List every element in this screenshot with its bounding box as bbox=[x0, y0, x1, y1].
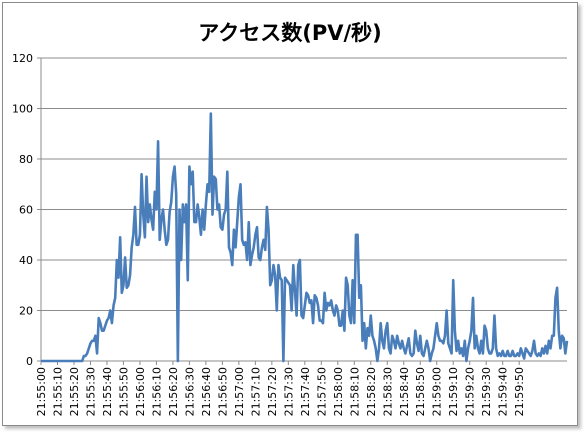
y-tick-label-100: 100 bbox=[12, 103, 33, 116]
y-tick-label-40: 40 bbox=[19, 254, 33, 267]
x-tick-label-15: 21:57:30 bbox=[282, 367, 295, 416]
x-tick-label-9: 21:56:30 bbox=[183, 367, 196, 416]
x-tick-label-19: 21:58:10 bbox=[348, 367, 361, 416]
x-tick-label-28: 21:59:40 bbox=[497, 367, 510, 416]
x-tick-label-18: 21:58:00 bbox=[332, 367, 345, 416]
series-layer bbox=[41, 112, 569, 363]
x-axis-ticks: 21:55:00 21:55:10 21:55:20 21:55:30 21:55:40… bbox=[35, 361, 526, 416]
x-tick-label-24: 21:59:00 bbox=[431, 367, 444, 416]
y-tick-label-0: 0 bbox=[26, 355, 33, 368]
y-tick-label-80: 80 bbox=[19, 153, 33, 166]
x-tick-label-26: 21:59:20 bbox=[464, 367, 477, 416]
x-tick-label-21: 21:58:30 bbox=[381, 367, 394, 416]
x-tick-label-6: 21:56:00 bbox=[134, 367, 147, 416]
y-tick-label-120: 120 bbox=[12, 52, 33, 65]
x-tick-label-20: 21:58:20 bbox=[365, 367, 378, 416]
axes bbox=[40, 58, 567, 362]
x-tick-label-1: 21:55:10 bbox=[51, 367, 64, 416]
x-tick-label-5: 21:55:50 bbox=[117, 367, 130, 416]
x-tick-label-27: 21:59:30 bbox=[480, 367, 493, 416]
x-tick-label-16: 21:57:40 bbox=[299, 367, 312, 416]
gridlines bbox=[41, 57, 567, 311]
x-tick-label-11: 21:56:50 bbox=[216, 367, 229, 416]
x-tick-label-17: 21:57:50 bbox=[315, 367, 328, 416]
y-axis-ticks: 0 20 40 60 80 100 120 bbox=[12, 52, 41, 368]
y-tick-label-20: 20 bbox=[19, 305, 33, 318]
x-tick-label-14: 21:57:20 bbox=[266, 367, 279, 416]
x-tick-label-8: 21:56:20 bbox=[167, 367, 180, 416]
x-tick-label-25: 21:59:10 bbox=[447, 367, 460, 416]
chart-frame: アクセス数(PV/秒) bbox=[2, 2, 578, 426]
x-tick-label-23: 21:58:50 bbox=[414, 367, 427, 416]
x-tick-label-10: 21:56:40 bbox=[200, 367, 213, 416]
x-tick-label-13: 21:57:10 bbox=[249, 367, 262, 416]
y-tick-label-60: 60 bbox=[19, 204, 33, 217]
x-tick-label-7: 21:56:10 bbox=[150, 367, 163, 416]
chart-title: アクセス数(PV/秒) bbox=[198, 21, 382, 45]
x-tick-label-2: 21:55:20 bbox=[68, 367, 81, 416]
x-tick-label-0: 21:55:00 bbox=[35, 367, 48, 416]
x-tick-label-4: 21:55:40 bbox=[101, 367, 114, 416]
x-tick-label-3: 21:55:30 bbox=[84, 367, 97, 416]
x-tick-label-22: 21:58:40 bbox=[398, 367, 411, 416]
series-line-access-count bbox=[41, 112, 569, 363]
x-tick-label-29: 21:59:50 bbox=[513, 367, 526, 416]
x-tick-label-12: 21:57:00 bbox=[233, 367, 246, 416]
